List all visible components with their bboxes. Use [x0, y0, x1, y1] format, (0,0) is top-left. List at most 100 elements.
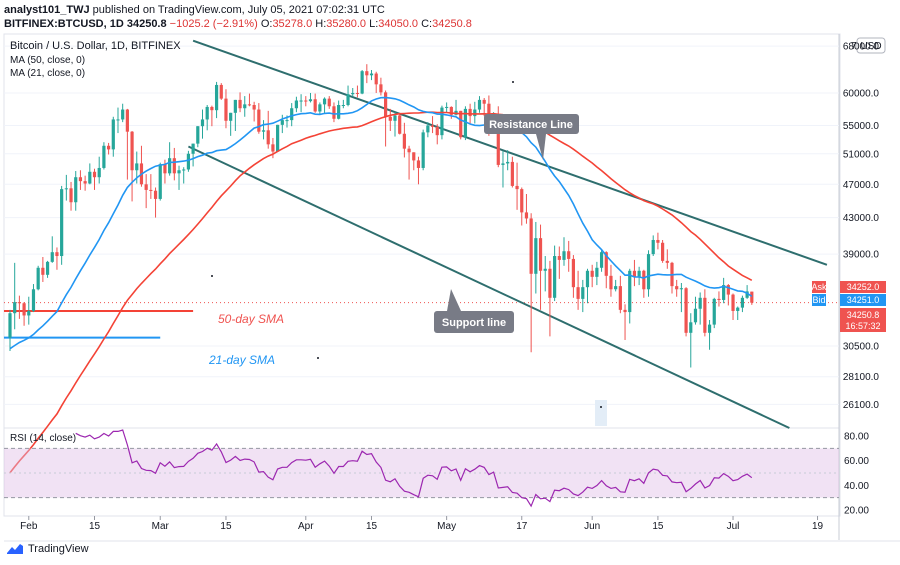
price-tick: 55000.0: [843, 121, 880, 132]
candle-body: [285, 120, 289, 122]
candle-body: [585, 270, 590, 288]
time-axis[interactable]: Feb 15 Mar 15 Apr 15 May 17 Jun 15 Jul 19: [20, 516, 824, 532]
time-tick: 19: [812, 521, 824, 532]
support-trendline: [187, 145, 790, 429]
dot-marker: [211, 275, 213, 277]
candle-body: [299, 100, 303, 102]
candle-body: [322, 98, 327, 105]
candle-body: [435, 126, 439, 136]
candle-body: [684, 288, 688, 333]
candle-body: [548, 268, 552, 298]
candle-body: [524, 212, 529, 219]
candle-body: [388, 116, 392, 121]
candle-body: [609, 275, 613, 290]
resistance-trendline: [192, 39, 828, 266]
candle-body: [595, 267, 599, 277]
rsi-axis[interactable]: 80.00 60.00 40.00 20.00: [844, 432, 869, 517]
ma21-line: [9, 96, 753, 350]
rsi-legend[interactable]: RSI (14, close): [10, 433, 76, 444]
time-tick: Jul: [727, 521, 740, 532]
candle-body: [360, 71, 364, 94]
candle-body: [163, 164, 167, 174]
candle-body: [182, 169, 186, 171]
candle-body: [106, 145, 111, 150]
time-tick: 15: [220, 521, 232, 532]
candle-body: [736, 307, 740, 311]
candle-body: [543, 268, 547, 271]
ma50-legend[interactable]: MA (50, close, 0): [10, 55, 85, 66]
time-tick: Jun: [584, 521, 600, 532]
currency-label: USD: [860, 41, 881, 52]
candle-body: [116, 119, 120, 121]
candle-body: [374, 73, 378, 85]
candle-body: [210, 106, 214, 111]
candle-body: [632, 270, 637, 277]
close-value: 34250.8: [432, 18, 472, 30]
tradingview-logo-icon: [7, 544, 23, 554]
candle-body: [726, 285, 730, 295]
price-badges: Ask 34252.0 Bid 34251.0 34250.8 16:57:32: [811, 281, 886, 332]
candle-body: [280, 120, 284, 125]
candle-body: [200, 119, 205, 127]
price-tick: 60000.0: [843, 88, 880, 99]
candle-body: [623, 309, 627, 313]
ma21-legend[interactable]: MA (21, close, 0): [10, 68, 85, 79]
candle-body: [271, 144, 275, 152]
tradingview-brand[interactable]: TradingView: [6, 543, 89, 555]
rsi-tick: 40.00: [844, 481, 869, 492]
price-axis[interactable]: 70 USD 68000.060000.055000.051000.047000…: [843, 37, 886, 411]
candle-body: [304, 100, 308, 102]
candle-body: [614, 286, 618, 290]
candle-body: [191, 143, 195, 154]
candle-body: [196, 126, 200, 144]
support-callout-box: [434, 311, 514, 333]
candle-body: [36, 267, 40, 290]
candle-body: [679, 288, 683, 290]
rsi-line: [75, 429, 753, 508]
candle-body: [477, 99, 482, 110]
time-tick: Feb: [20, 521, 38, 532]
currency-box[interactable]: [856, 37, 886, 54]
publish-header: analyst101_TWJ published on TradingView.…: [4, 3, 472, 31]
resistance-callout-pointer: [536, 134, 546, 160]
candle-body: [707, 324, 712, 333]
candle-body: [553, 256, 557, 298]
candle-body: [581, 287, 585, 299]
time-highlight: [595, 400, 607, 426]
price-tick: 68000.0: [843, 42, 880, 53]
candles: [8, 64, 754, 368]
candle-body: [351, 92, 355, 95]
price-change: −1025.2 (−2.91%): [169, 18, 258, 30]
rsi-tick: 60.00: [844, 456, 869, 467]
candle-body: [717, 298, 721, 300]
candle-body: [55, 252, 59, 257]
candle-body: [214, 84, 219, 111]
candle-body: [111, 119, 115, 150]
candle-body: [266, 130, 270, 145]
dot-marker: [512, 81, 514, 83]
candle-body: [534, 238, 538, 274]
candle-body: [642, 270, 646, 290]
candle-body: [440, 107, 444, 136]
low-value: 34050.0: [378, 18, 419, 30]
open-value: 35278.0: [272, 18, 313, 30]
candle-body: [238, 99, 242, 109]
candle-body: [69, 188, 73, 203]
candle-body: [50, 252, 54, 262]
candle-body: [31, 289, 36, 311]
author-name[interactable]: analyst101_TWJ: [4, 4, 90, 16]
support-callout-text: Support line: [442, 317, 506, 329]
gridlines: [4, 45, 839, 405]
candle-body: [64, 188, 68, 190]
candle-body: [130, 131, 134, 171]
candle-body: [257, 109, 261, 132]
candle-body: [149, 189, 153, 191]
high-value: 35280.0: [326, 18, 367, 30]
candle-body: [459, 110, 463, 138]
candle-body: [346, 94, 350, 106]
candle-body: [332, 106, 336, 119]
price-tick: 28100.0: [843, 372, 880, 383]
candle-body: [421, 132, 425, 168]
candle-body: [651, 239, 655, 255]
